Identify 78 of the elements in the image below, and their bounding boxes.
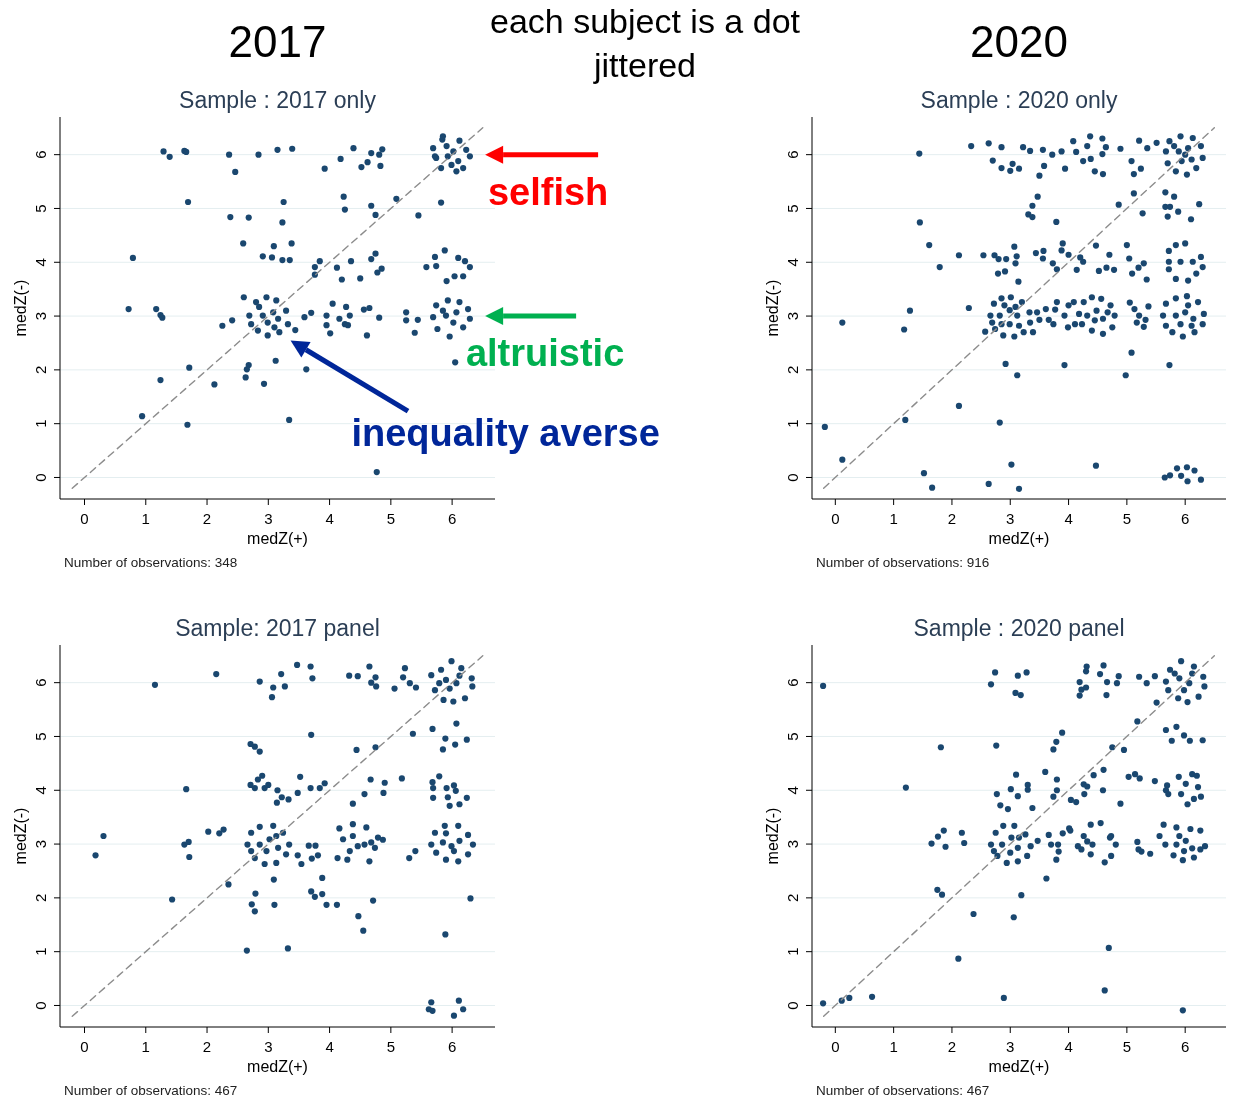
y-tick-label: 3 — [784, 839, 801, 849]
x-tick-label: 5 — [1122, 1038, 1132, 1055]
x-tick-label: 0 — [80, 1038, 89, 1055]
x-axis-title: medZ(+) — [988, 1058, 1050, 1075]
y-tick-label: 2 — [784, 893, 801, 903]
y-axis-title: medZ(-) — [12, 807, 29, 865]
y-tick-label: 1 — [784, 947, 801, 956]
text: Number of observations: 467 — [816, 1083, 990, 1098]
y-axis-title: medZ(-) — [12, 279, 29, 337]
x-tick-label: 3 — [264, 510, 273, 527]
x-tick-label: 2 — [947, 510, 957, 527]
y-tick-label: 1 — [784, 419, 801, 428]
x-tick-label: 4 — [325, 1038, 334, 1055]
text: each subject is a dot jittered — [490, 2, 801, 84]
y-tick-label: 3 — [784, 311, 801, 321]
y-tick-label: 0 — [784, 473, 801, 482]
y-tick-label: 5 — [784, 732, 801, 741]
y-tick-label: 0 — [784, 1001, 801, 1010]
x-tick-label: 6 — [1181, 1038, 1190, 1055]
y-tick-label: 4 — [32, 258, 49, 267]
chart-title: 2017 — [228, 17, 327, 66]
x-tick-label: 6 — [447, 510, 457, 527]
y-tick-label: 6 — [32, 678, 49, 687]
y-tick-label: 2 — [32, 365, 49, 375]
x-axis-title: medZ(+) — [988, 530, 1050, 547]
x-tick-label: 6 — [1181, 510, 1190, 527]
y-axis-title: medZ(-) — [764, 279, 781, 337]
x-tick-label: 2 — [947, 1038, 957, 1055]
x-tick-label: 5 — [1122, 510, 1132, 527]
x-tick-label: 0 — [80, 510, 89, 527]
y-tick-label: 1 — [32, 947, 49, 956]
y-tick-label: 5 — [32, 204, 49, 213]
x-axis-title: medZ(+) — [247, 1058, 308, 1075]
x-tick-label: 2 — [202, 510, 212, 527]
y-tick-label: 4 — [784, 786, 801, 795]
chart-title: 2020 — [970, 17, 1068, 66]
y-tick-label: 0 — [32, 473, 49, 482]
text: Number of observations: 348 — [64, 555, 238, 570]
chart-subtitle: Sample : 2020 panel — [913, 615, 1125, 641]
y-tick-label: 5 — [784, 204, 801, 213]
x-tick-label: 1 — [889, 1038, 898, 1055]
y-tick-label: 2 — [784, 365, 801, 375]
y-tick-label: 3 — [32, 839, 49, 849]
y-tick-label: 5 — [32, 732, 49, 741]
x-tick-label: 5 — [386, 510, 396, 527]
annotation: altruistic — [465, 332, 625, 375]
x-tick-label: 4 — [1064, 510, 1073, 527]
x-tick-label: 4 — [1064, 1038, 1073, 1055]
x-tick-label: 3 — [1006, 510, 1015, 527]
x-tick-label: 3 — [1006, 1038, 1015, 1055]
x-tick-label: 1 — [141, 1038, 150, 1055]
y-tick-label: 2 — [32, 893, 49, 903]
text: Number of observations: 467 — [64, 1083, 238, 1098]
x-axis-title: medZ(+) — [247, 530, 308, 547]
x-tick-label: 1 — [141, 510, 150, 527]
y-tick-label: 6 — [784, 678, 801, 687]
y-tick-label: 6 — [784, 150, 801, 159]
y-tick-label: 0 — [32, 1001, 49, 1010]
x-tick-label: 2 — [202, 1038, 212, 1055]
x-tick-label: 3 — [264, 1038, 273, 1055]
y-axis-title: medZ(-) — [764, 807, 781, 865]
x-tick-label: 0 — [831, 510, 840, 527]
text: Number of observations: 916 — [816, 555, 990, 570]
annotation: selfish — [487, 170, 609, 213]
y-tick-label: 3 — [32, 311, 49, 321]
x-tick-label: 4 — [325, 510, 334, 527]
y-tick-label: 4 — [784, 258, 801, 267]
y-tick-label: 6 — [32, 150, 49, 159]
x-tick-label: 0 — [831, 1038, 840, 1055]
x-tick-label: 6 — [447, 1038, 457, 1055]
chart-subtitle: Sample : 2017 only — [179, 87, 377, 113]
chart-subtitle: Sample : 2020 only — [920, 87, 1118, 113]
annotation: inequality averse — [351, 411, 660, 454]
y-tick-label: 1 — [32, 419, 49, 428]
y-tick-label: 4 — [32, 786, 49, 795]
x-tick-label: 5 — [386, 1038, 396, 1055]
x-tick-label: 1 — [889, 510, 898, 527]
chart-subtitle: Sample: 2017 panel — [175, 615, 380, 641]
